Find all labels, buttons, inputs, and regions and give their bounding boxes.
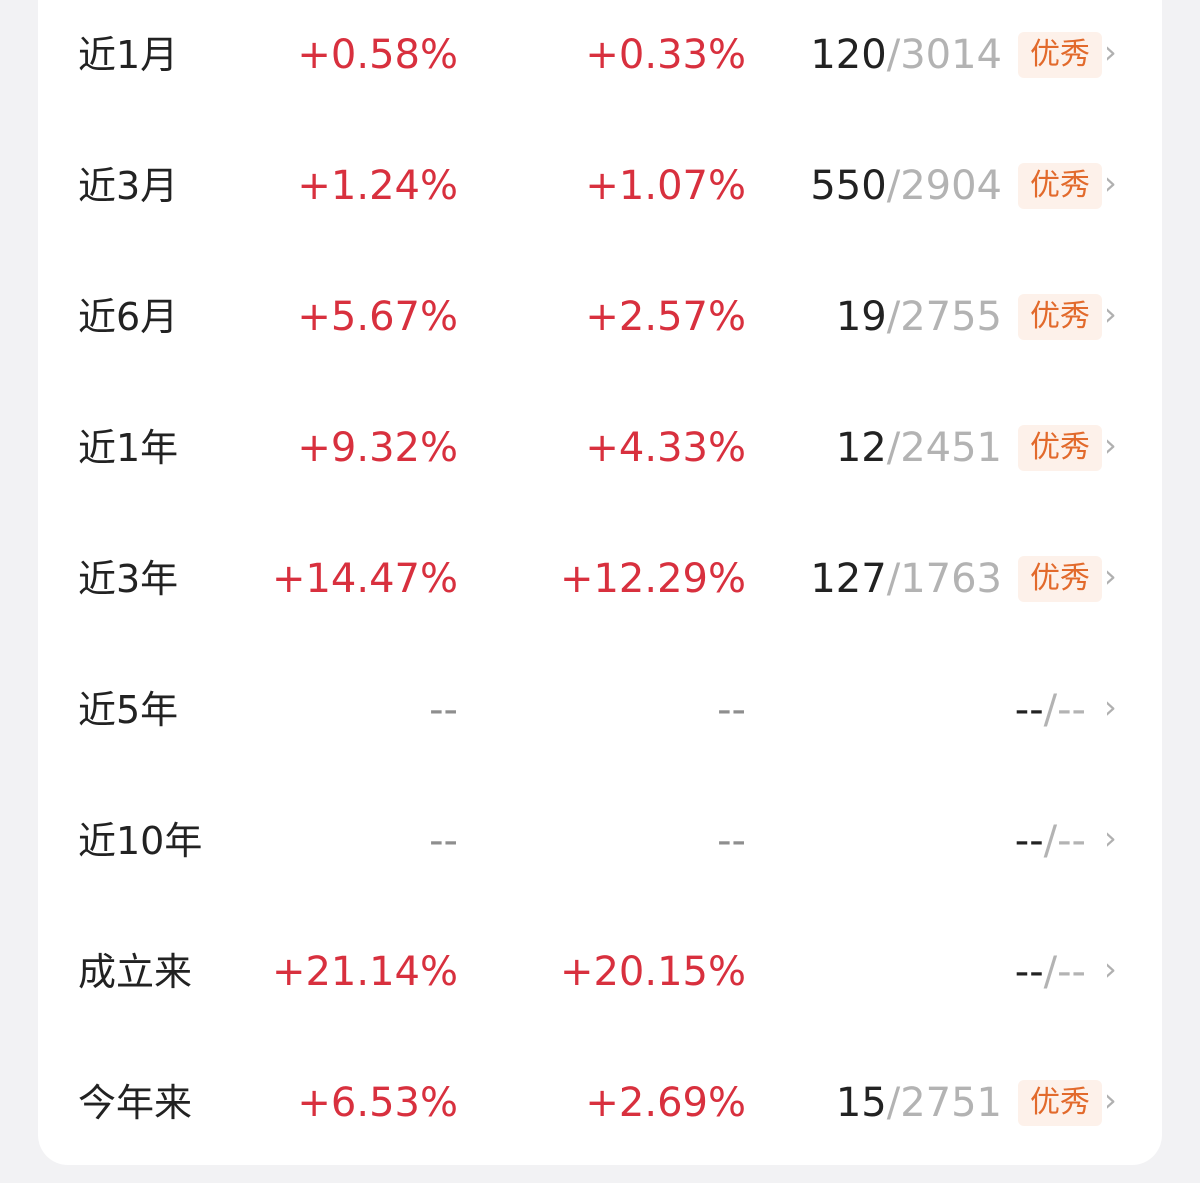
fund-return: +14.47% — [271, 556, 458, 602]
rank-value: 120/3014 — [810, 0, 1002, 121]
rank-separator: / — [886, 1080, 901, 1126]
category-average: +2.57% — [585, 294, 746, 340]
rank-separator: / — [1043, 687, 1058, 733]
rank-separator: / — [886, 32, 901, 78]
rank-number: -- — [1014, 949, 1044, 995]
rank-number: 15 — [835, 1080, 887, 1126]
table-row[interactable]: 近5年 -- -- --/-- › — [0, 645, 1200, 776]
period-label: 近3年 — [78, 557, 179, 601]
rank-value: --/-- — [1015, 645, 1086, 776]
rank-total: 3014 — [900, 32, 1002, 78]
rating-badge: 优秀 — [1018, 425, 1102, 471]
table-row[interactable]: 近6月 +5.67% +2.57% 19/2755 优秀 › — [0, 252, 1200, 383]
category-average: +2.69% — [585, 1080, 746, 1126]
rank-total: -- — [1057, 949, 1086, 995]
rank-separator: / — [1043, 949, 1058, 995]
rank-value: --/-- — [1015, 776, 1086, 907]
chevron-right-icon[interactable]: › — [1104, 557, 1117, 595]
fund-return: +21.14% — [271, 949, 458, 995]
category-average: +0.33% — [585, 32, 746, 78]
rating-badge: 优秀 — [1018, 163, 1102, 209]
rank-total: -- — [1057, 818, 1086, 864]
rank-total: 1763 — [900, 556, 1002, 602]
table-row[interactable]: 近3月 +1.24% +1.07% 550/2904 优秀 › — [0, 121, 1200, 252]
chevron-right-icon[interactable]: › — [1104, 33, 1117, 71]
category-average: -- — [717, 687, 746, 733]
fund-return: -- — [429, 687, 458, 733]
rank-separator: / — [886, 294, 901, 340]
rank-number: 19 — [835, 294, 887, 340]
rank-separator: / — [886, 163, 901, 209]
period-label: 近5年 — [78, 688, 179, 732]
period-label: 近1月 — [78, 33, 179, 77]
category-average: -- — [717, 818, 746, 864]
rating-badge: 优秀 — [1018, 556, 1102, 602]
rank-total: 2904 — [900, 163, 1002, 209]
chevron-right-icon[interactable]: › — [1104, 1081, 1117, 1119]
rank-number: 120 — [810, 32, 887, 78]
rating-badge: 优秀 — [1018, 294, 1102, 340]
rank-total: -- — [1057, 687, 1086, 733]
chevron-right-icon[interactable]: › — [1104, 295, 1117, 333]
rank-value: 127/1763 — [810, 514, 1002, 645]
rank-number: -- — [1014, 818, 1044, 864]
period-label: 近1年 — [78, 426, 179, 470]
rank-total: 2451 — [900, 425, 1002, 471]
fund-return: +9.32% — [297, 425, 458, 471]
category-average: +1.07% — [585, 163, 746, 209]
period-label: 近10年 — [78, 819, 203, 863]
table-row[interactable]: 近1年 +9.32% +4.33% 12/2451 优秀 › — [0, 383, 1200, 514]
period-label: 成立来 — [78, 950, 193, 994]
performance-card — [38, 0, 1162, 1165]
category-average: +4.33% — [585, 425, 746, 471]
table-row[interactable]: 近3年 +14.47% +12.29% 127/1763 优秀 › — [0, 514, 1200, 645]
chevron-right-icon[interactable]: › — [1104, 426, 1117, 464]
table-row[interactable]: 近1月 +0.58% +0.33% 120/3014 优秀 › — [0, 0, 1200, 121]
fund-return: -- — [429, 818, 458, 864]
rank-value: 19/2755 — [836, 252, 1002, 383]
table-row[interactable]: 近10年 -- -- --/-- › — [0, 776, 1200, 907]
fund-return: +0.58% — [297, 32, 458, 78]
chevron-right-icon[interactable]: › — [1104, 164, 1117, 202]
category-average: +20.15% — [559, 949, 746, 995]
rank-number: 127 — [810, 556, 887, 602]
rank-number: -- — [1014, 687, 1044, 733]
rating-badge: 优秀 — [1018, 32, 1102, 78]
rank-separator: / — [886, 425, 901, 471]
rating-badge: 优秀 — [1018, 1080, 1102, 1126]
period-label: 今年来 — [78, 1081, 193, 1125]
rank-total: 2755 — [900, 294, 1002, 340]
rank-total: 2751 — [900, 1080, 1002, 1126]
table-row[interactable]: 今年来 +6.53% +2.69% 15/2751 优秀 › — [0, 1038, 1200, 1169]
chevron-right-icon[interactable]: › — [1104, 950, 1117, 988]
chevron-right-icon[interactable]: › — [1104, 819, 1117, 857]
fund-return: +1.24% — [297, 163, 458, 209]
fund-return: +6.53% — [297, 1080, 458, 1126]
rank-number: 12 — [835, 425, 887, 471]
table-row[interactable]: 成立来 +21.14% +20.15% --/-- › — [0, 907, 1200, 1038]
rank-separator: / — [886, 556, 901, 602]
rank-separator: / — [1043, 818, 1058, 864]
rank-value: 12/2451 — [836, 383, 1002, 514]
rank-value: --/-- — [1015, 907, 1086, 1038]
rank-value: 550/2904 — [810, 121, 1002, 252]
fund-return: +5.67% — [297, 294, 458, 340]
period-label: 近6月 — [78, 295, 179, 339]
period-label: 近3月 — [78, 164, 179, 208]
chevron-right-icon[interactable]: › — [1104, 688, 1117, 726]
rank-number: 550 — [810, 163, 887, 209]
rank-value: 15/2751 — [836, 1038, 1002, 1169]
category-average: +12.29% — [559, 556, 746, 602]
